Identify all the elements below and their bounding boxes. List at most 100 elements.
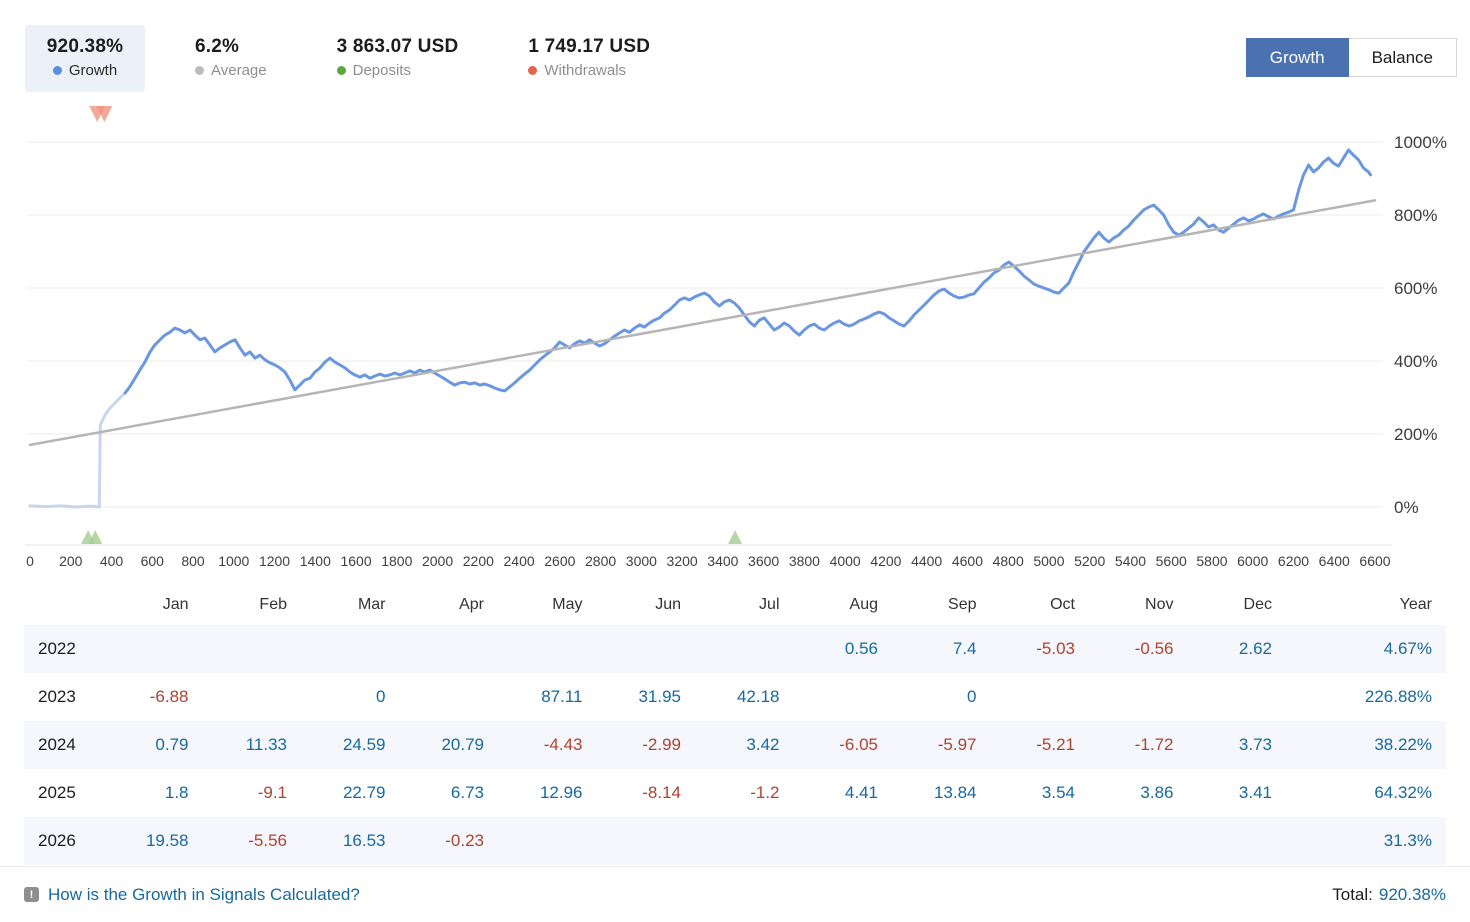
withdrawals-dot-icon — [528, 66, 538, 75]
month-return-cell: -5.21 — [1036, 735, 1075, 754]
x-axis-label: 6000 — [1237, 553, 1269, 569]
month-return-cell — [104, 625, 203, 673]
month-return-cell — [400, 625, 499, 673]
growth-line — [123, 148, 1372, 395]
month-return-cell — [695, 625, 794, 673]
average-stat[interactable]: 6.2% Average — [175, 25, 287, 92]
x-axis-label: 200 — [59, 553, 83, 569]
deposit-marker-icon — [88, 530, 103, 544]
x-axis-label: 0 — [26, 553, 34, 569]
month-return-cell — [1188, 817, 1287, 865]
x-axis-label: 1400 — [299, 553, 331, 569]
month-column-header: Aug — [849, 595, 878, 613]
total-value: 920.38% — [1378, 884, 1446, 904]
x-axis-label: 2400 — [503, 553, 535, 569]
month-return-cell: -0.56 — [1134, 639, 1174, 658]
year-row: 2026 19.58 -5.56 16.53 -0.23 31.3% — [24, 817, 1446, 865]
month-column-header: Nov — [1145, 595, 1174, 613]
month-return-cell: 11.33 — [245, 735, 287, 754]
month-return-cell: -9.1 — [257, 783, 287, 802]
month-return-cell — [400, 673, 499, 721]
growth-help-link[interactable]: ! How is the Growth in Signals Calculate… — [24, 885, 360, 905]
y-axis-label: 0% — [1394, 498, 1419, 517]
month-column-header: May — [552, 595, 583, 613]
month-return-cell: 87.11 — [541, 687, 583, 706]
year-label: 2023 — [38, 687, 76, 706]
x-axis-label: 4800 — [992, 553, 1024, 569]
info-icon: ! — [24, 887, 39, 902]
growth-stat[interactable]: 920.38% Growth — [25, 25, 145, 92]
growth-tab-button[interactable]: Growth — [1245, 38, 1349, 77]
x-axis-label: 1200 — [258, 553, 291, 569]
y-axis-label: 400% — [1394, 352, 1437, 371]
average-value: 6.2% — [195, 36, 240, 57]
month-return-cell — [1188, 673, 1287, 721]
monthly-returns-table: Jan Feb Mar Apr May Jun Jul Aug Sep Oct Nov Dec Year… — [0, 584, 1470, 865]
month-return-cell: -5.97 — [937, 735, 977, 754]
month-return-cell: 24.59 — [342, 735, 386, 754]
deposits-value: 3 863.07 USD — [336, 36, 459, 57]
growth-value: 920.38% — [46, 36, 124, 57]
month-return-cell: 3.86 — [1140, 783, 1174, 802]
deposit-marker-icon — [728, 530, 743, 544]
deposits-stat[interactable]: 3 863.07 USD Deposits — [317, 25, 479, 92]
x-axis-label: 6200 — [1277, 553, 1310, 569]
year-row: 2022 0.56 7.4 -5.03 -0.56 2.62 4.67% — [24, 625, 1446, 673]
x-axis-label: 6600 — [1359, 553, 1391, 569]
withdrawals-stat[interactable]: 1 749.17 USD Withdrawals — [508, 25, 670, 92]
month-column-header: Year — [1399, 595, 1432, 613]
month-return-cell: -6.88 — [149, 687, 189, 706]
month-return-cell: 4.41 — [844, 783, 878, 802]
total-label: Total: — [1332, 884, 1373, 904]
footer: ! How is the Growth in Signals Calculate… — [0, 866, 1470, 922]
year-row: 2023 -6.88 0 87.11 31.95 42.18 0 226.88% — [24, 673, 1446, 721]
month-column-header: Oct — [1050, 595, 1075, 613]
year-total-cell: 4.67% — [1383, 639, 1432, 658]
month-return-cell: 0.56 — [844, 639, 878, 658]
month-column-header: Jan — [162, 595, 189, 613]
table-header-row: Jan Feb Mar Apr May Jun Jul Aug Sep Oct Nov Dec Year — [24, 584, 1446, 625]
x-axis-label: 1600 — [340, 553, 372, 569]
x-axis-label: 5400 — [1114, 553, 1147, 569]
average-label: Average — [211, 62, 267, 79]
x-axis-label: 5600 — [1155, 553, 1187, 569]
year-label: 2022 — [38, 639, 76, 658]
month-return-cell: 42.18 — [736, 687, 780, 706]
growth-dot-icon — [52, 66, 62, 75]
month-return-cell: -6.05 — [839, 735, 878, 754]
month-return-cell: 12.96 — [539, 783, 583, 802]
month-return-cell: 19.58 — [145, 831, 189, 850]
balance-tab-button[interactable]: Balance — [1348, 38, 1457, 77]
month-return-cell: 1.8 — [164, 783, 189, 802]
x-axis-label: 5800 — [1196, 553, 1228, 569]
month-return-cell — [498, 625, 597, 673]
x-axis-label: 3800 — [788, 553, 820, 569]
month-return-cell: -4.43 — [543, 735, 583, 754]
month-column-header: Jun — [655, 595, 681, 613]
x-axis-label: 4600 — [951, 553, 983, 569]
x-axis-label: 800 — [181, 553, 205, 569]
deposit-marker-icon — [81, 530, 96, 544]
month-return-cell — [991, 817, 1090, 865]
month-return-cell — [597, 625, 696, 673]
month-return-cell: 2.62 — [1238, 639, 1272, 658]
growth-initial-line — [28, 391, 127, 509]
x-axis-label: 3600 — [748, 553, 780, 569]
x-axis-label: 4000 — [829, 553, 861, 569]
month-return-cell: 0.79 — [155, 735, 189, 754]
x-axis-label: 1800 — [381, 553, 413, 569]
month-return-cell — [991, 673, 1090, 721]
x-axis-label: 5200 — [1074, 553, 1106, 569]
month-return-cell — [203, 625, 302, 673]
month-return-cell — [301, 625, 400, 673]
x-axis-label: 2000 — [421, 553, 454, 569]
x-axis-label: 3000 — [625, 553, 657, 569]
month-return-cell: 31.95 — [638, 687, 681, 706]
month-return-cell: -8.14 — [642, 783, 681, 802]
x-axis-label: 4400 — [911, 553, 943, 569]
month-return-cell: -1.72 — [1134, 735, 1174, 754]
month-column-header: Sep — [948, 595, 977, 613]
x-axis-trade-labels: 0 200 400 600 800 1000 1200 1400 1600 1800 2000 220… — [0, 553, 1470, 579]
y-axis-label: 200% — [1394, 425, 1437, 444]
month-return-cell: -5.03 — [1036, 639, 1075, 658]
